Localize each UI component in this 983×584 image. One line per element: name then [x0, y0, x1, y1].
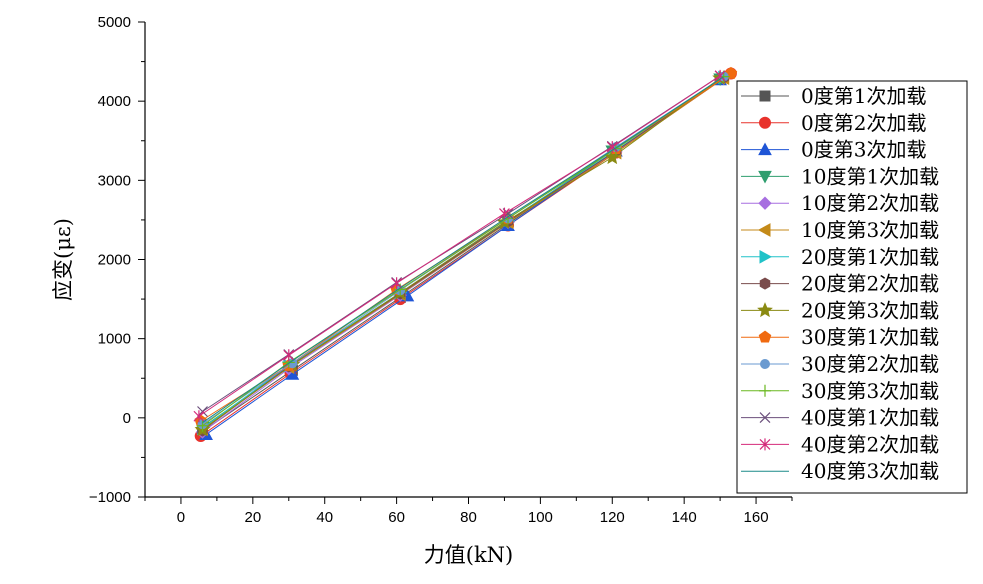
- legend-item: 0度第3次加载: [741, 138, 926, 162]
- data-point: [759, 384, 771, 397]
- data-point: [196, 419, 209, 432]
- legend-item: 30度第3次加载: [741, 379, 939, 403]
- data-point: [606, 141, 618, 154]
- data-point: [758, 142, 772, 156]
- x-axis-title: 力值(kN): [424, 543, 514, 567]
- series: [202, 76, 724, 423]
- data-point: [758, 170, 772, 184]
- legend-item: 10度第2次加载: [741, 191, 939, 215]
- data-point: [758, 330, 772, 343]
- legend-label: 40度第1次加载: [801, 406, 939, 430]
- legend-label: 10度第1次加载: [801, 164, 939, 188]
- legend-label: 20度第3次加载: [801, 298, 939, 322]
- legend-item: 40度第2次加载: [741, 432, 939, 456]
- y-tick-label: 5000: [98, 14, 131, 31]
- data-point: [391, 277, 403, 290]
- x-tick-label: 20: [244, 509, 261, 526]
- data-point: [759, 438, 771, 451]
- plot-series-group: [193, 66, 738, 443]
- series: [197, 70, 726, 417]
- legend-label: 0度第3次加载: [801, 138, 926, 162]
- data-point: [604, 149, 621, 165]
- x-tick-label: 40: [316, 509, 333, 526]
- data-point: [193, 410, 205, 423]
- data-point: [760, 359, 770, 369]
- data-point: [759, 277, 771, 290]
- y-tick-label: 3000: [98, 172, 131, 189]
- legend-label: 10度第3次加载: [801, 218, 939, 242]
- legend-item: 30度第2次加载: [741, 352, 939, 376]
- legend-item: 20度第3次加载: [741, 298, 939, 322]
- legend-label: 20度第1次加载: [801, 245, 939, 269]
- legend-label: 10度第2次加载: [801, 191, 939, 215]
- data-point: [759, 116, 771, 129]
- x-tick-label: 120: [600, 509, 625, 526]
- legend-item: 40度第3次加载: [741, 459, 939, 483]
- legend-label: 0度第2次加载: [801, 111, 926, 135]
- y-tick-label: 1000: [98, 331, 131, 348]
- data-point: [283, 349, 295, 362]
- series-line: [202, 77, 721, 431]
- legend-item: 10度第1次加载: [741, 164, 939, 188]
- legend-label: 30度第3次加载: [801, 379, 939, 403]
- data-point: [759, 412, 771, 424]
- x-tick-label: 140: [672, 509, 697, 526]
- legend-item: 40度第1次加载: [741, 406, 939, 430]
- legend-item: 0度第1次加载: [741, 84, 926, 108]
- series: [193, 69, 726, 423]
- y-axis-title: 应变(με): [51, 218, 75, 301]
- legend-label: 40度第3次加载: [801, 459, 939, 483]
- legend-label: 40度第2次加载: [801, 432, 939, 456]
- series-line: [198, 75, 721, 417]
- legend-item: 30度第1次加载: [741, 325, 939, 349]
- legend-label: 30度第2次加载: [801, 352, 939, 376]
- x-tick-label: 80: [460, 509, 477, 526]
- x-tick-label: 100: [528, 509, 553, 526]
- data-point: [759, 90, 771, 102]
- data-point: [714, 69, 726, 82]
- data-point: [759, 249, 773, 264]
- y-tick-label: −1000: [89, 489, 131, 506]
- legend-item: 20度第2次加载: [741, 272, 939, 296]
- data-point: [758, 196, 772, 210]
- legend-label: 0度第1次加载: [801, 84, 926, 108]
- legend-item: 20度第1次加载: [741, 245, 939, 269]
- y-tick-label: 2000: [98, 252, 131, 269]
- data-point: [757, 302, 773, 318]
- series-line: [202, 75, 721, 412]
- x-tick-label: 60: [388, 509, 405, 526]
- y-tick-label: 0: [123, 410, 131, 427]
- legend-label: 30度第1次加载: [801, 325, 939, 349]
- series-line: [202, 77, 724, 431]
- legend-label: 20度第2次加载: [801, 272, 939, 296]
- y-tick-label: 4000: [98, 93, 131, 110]
- axes-group: 0 20 40 60 80 100 120 140 160 −1000 0 1000 2000 3000 4…: [89, 14, 793, 526]
- x-tick-label: 0: [177, 509, 185, 526]
- data-point: [757, 223, 771, 237]
- series-line: [202, 76, 724, 423]
- legend-item: 0度第2次加载: [741, 111, 926, 135]
- x-tick-label: 160: [744, 509, 769, 526]
- legend-item: 10度第3次加载: [741, 218, 939, 242]
